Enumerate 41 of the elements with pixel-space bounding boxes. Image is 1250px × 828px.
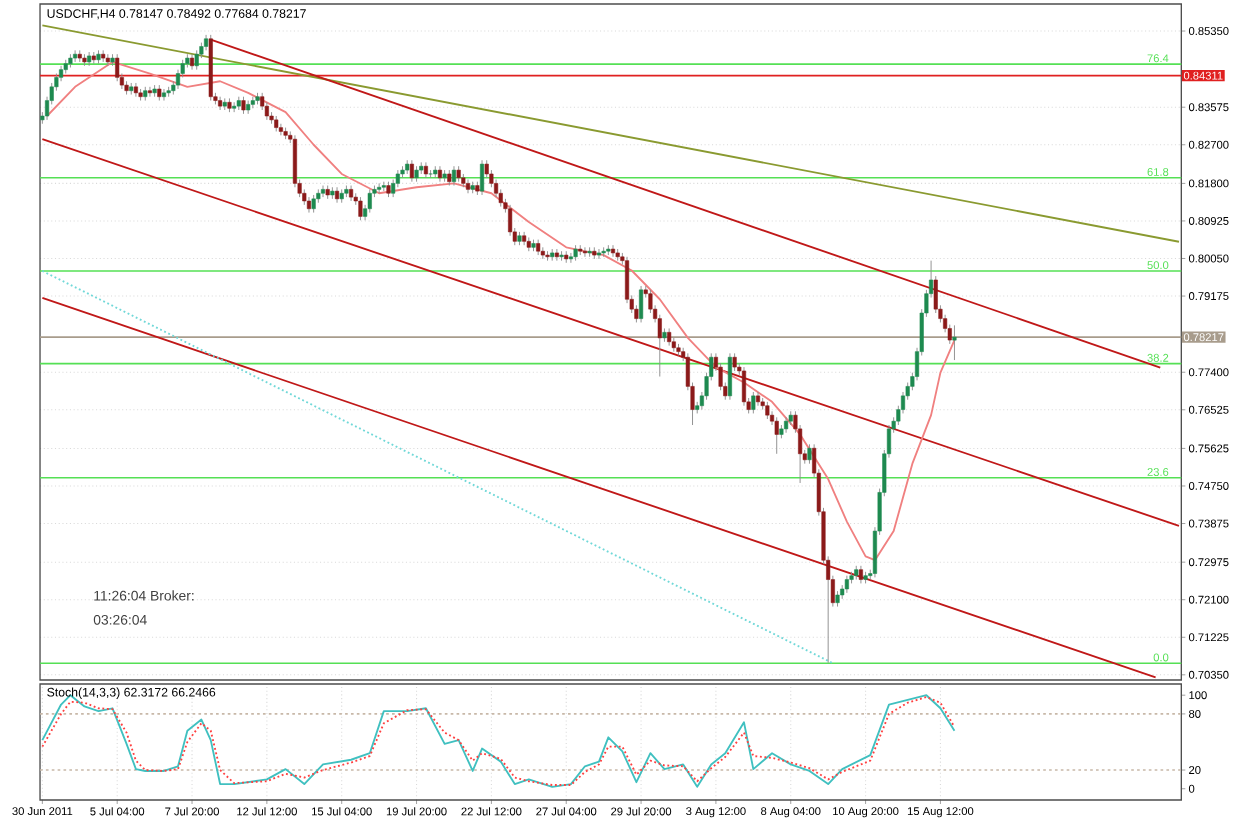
candlestick: [508, 204, 513, 237]
candlestick: [409, 159, 414, 183]
candlestick: [465, 179, 471, 194]
candlestick: [232, 101, 237, 113]
candlestick: [367, 188, 372, 214]
candlestick: [648, 289, 653, 314]
candlestick: [278, 123, 283, 136]
candlestick: [73, 49, 78, 63]
candlestick: [596, 248, 602, 260]
candlestick: [133, 82, 138, 98]
line-series: [46, 60, 956, 562]
candlestick: [522, 231, 527, 246]
candlestick: [784, 416, 789, 434]
candlestick: [451, 165, 457, 187]
candlestick: [741, 366, 747, 407]
candlestick: [115, 53, 120, 82]
candlestick: [751, 391, 756, 414]
candlestick: [568, 252, 573, 264]
candlestick: [755, 391, 761, 407]
candlestick: [87, 51, 92, 67]
candlestick: [218, 96, 223, 111]
candlestick: [437, 165, 442, 183]
candlestick: [358, 196, 363, 221]
candlestick: [194, 49, 199, 71]
candlestick: [161, 88, 167, 102]
candlestick: [423, 161, 428, 179]
candlestick: [952, 324, 957, 361]
candlestick: [667, 327, 672, 347]
candlestick: [147, 86, 152, 98]
candlestick: [727, 352, 732, 401]
candlestick: [774, 416, 779, 455]
candlestick: [334, 186, 340, 204]
candlestick: [189, 53, 195, 71]
candlestick: [377, 182, 382, 194]
candlestick: [610, 244, 616, 258]
candlestick: [582, 246, 587, 258]
candlestick: [320, 185, 326, 198]
candlestick: [639, 285, 644, 323]
candlestick: [480, 159, 485, 196]
candlestick: [554, 248, 559, 262]
candlestick: [306, 196, 312, 214]
